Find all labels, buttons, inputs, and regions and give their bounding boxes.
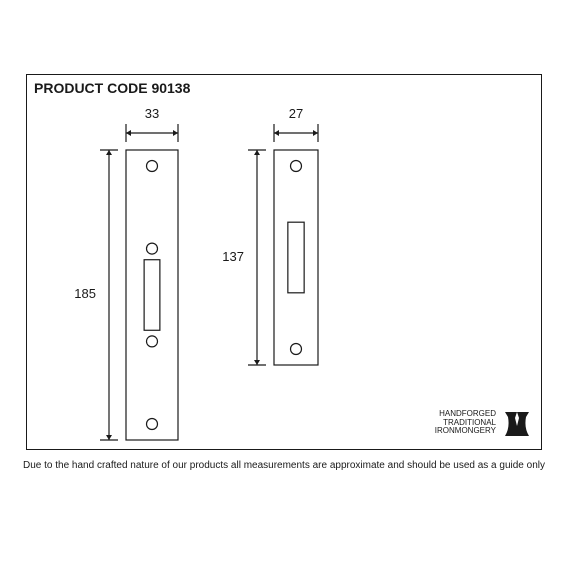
dim-width-2: 27	[274, 106, 318, 121]
brand-line3: IRONMONGERY	[435, 426, 496, 435]
plate-drawing-2	[218, 100, 322, 369]
brand-text: HANDFORGEDTRADITIONALIRONMONGERY	[435, 410, 496, 436]
dim-height-1: 185	[66, 286, 96, 301]
plate-drawing-1	[70, 100, 182, 444]
dim-height-2: 137	[214, 249, 244, 264]
anvil-logo-icon	[502, 406, 532, 440]
dim-width-1: 33	[126, 106, 178, 121]
product-code: PRODUCT CODE 90138	[34, 80, 190, 96]
brand-line1: HANDFORGED	[439, 409, 496, 418]
brand-line2: TRADITIONAL	[443, 418, 496, 427]
footer-note: Due to the hand crafted nature of our pr…	[0, 460, 568, 471]
brand-mark: HANDFORGEDTRADITIONALIRONMONGERY	[435, 406, 532, 440]
